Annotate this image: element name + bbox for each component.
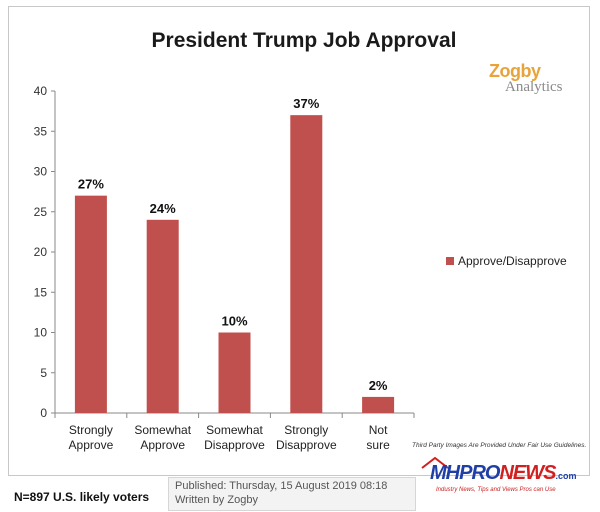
sample-size-note: N=897 U.S. likely voters [14, 490, 150, 504]
category-label: sure [366, 438, 390, 452]
y-tick-label: 20 [34, 245, 48, 259]
y-tick-label: 35 [34, 124, 48, 138]
y-tick-label: 40 [34, 84, 48, 98]
category-label: Disapprove [204, 438, 265, 452]
data-label: 24% [150, 201, 176, 216]
category-label: Approve [140, 438, 185, 452]
y-tick-label: 15 [34, 285, 48, 299]
y-tick-label: 25 [34, 205, 48, 219]
bar [146, 219, 179, 413]
category-label: Approve [69, 438, 114, 452]
y-tick-label: 5 [40, 366, 47, 380]
category-label: Somewhat [134, 423, 191, 437]
y-tick-label: 0 [40, 406, 47, 420]
publication-info: Published: Thursday, 15 August 2019 08:1… [168, 477, 416, 511]
mh-logo-text-b: NEWS [499, 462, 556, 484]
mhpronews-logo: MHPRONEWS.com Industry News, Tips and Vi… [418, 456, 576, 496]
analytics-logo: Analytics [505, 79, 563, 95]
category-label: Strongly [284, 423, 328, 437]
zogby-logo: Zogby [489, 61, 541, 81]
data-label: 10% [221, 314, 247, 329]
bar [218, 332, 251, 413]
category-label: Not [369, 423, 388, 437]
chart-title: President Trump Job Approval [152, 29, 457, 52]
data-label: 27% [78, 177, 104, 192]
bar [362, 396, 395, 413]
house-icon [421, 456, 449, 469]
mh-tagline: Industry News, Tips and Views Pros can U… [436, 487, 556, 493]
published-date: Published: Thursday, 15 August 2019 08:1… [175, 480, 388, 492]
chart-frame: President Trump Job Approval 0 5 10 15 20 25 3… [8, 6, 590, 476]
author-line: Written by Zogby [175, 494, 258, 506]
category-label: Somewhat [206, 423, 263, 437]
data-label: 37% [293, 96, 319, 111]
data-label: 2% [369, 378, 388, 393]
category-label: Strongly [69, 423, 113, 437]
legend-label: Approve/Disapprove [458, 254, 567, 268]
legend-swatch [446, 257, 454, 265]
fair-use-notice: Third Party Images Are Provided Under Fa… [412, 442, 587, 449]
category-label: Disapprove [276, 438, 337, 452]
mh-logo-text-a: MHPRO [430, 462, 500, 484]
y-tick-label: 10 [34, 326, 48, 340]
bar [74, 195, 107, 413]
mh-logo-text-c: .com [555, 471, 577, 481]
chart: President Trump Job Approval 0 5 10 15 20 25 3… [34, 29, 567, 452]
y-tick-label: 30 [34, 165, 48, 179]
bar [290, 115, 323, 414]
